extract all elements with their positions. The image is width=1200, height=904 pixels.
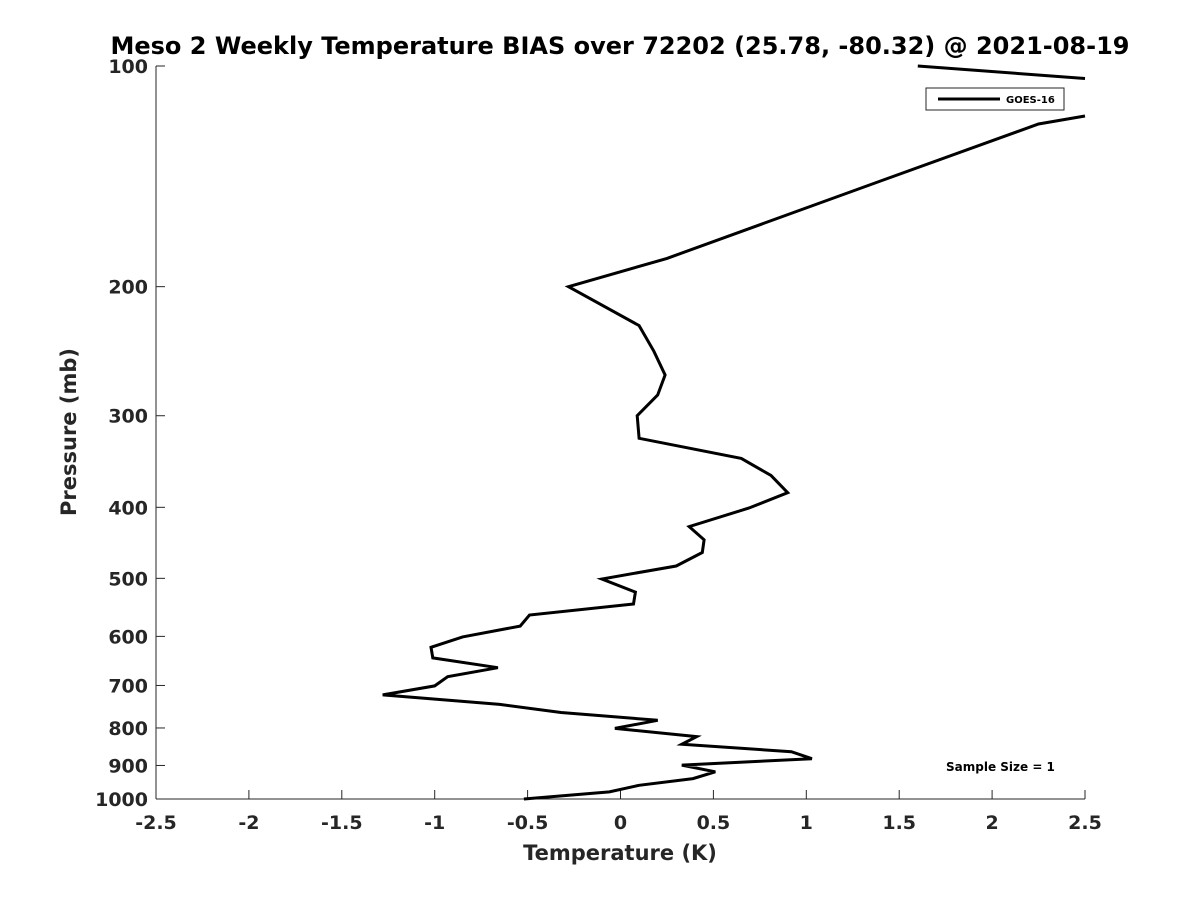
x-tick-label: -2 [238, 812, 259, 834]
y-tick-label: 200 [108, 277, 148, 299]
chart-title: Meso 2 Weekly Temperature BIAS over 7220… [110, 32, 1129, 60]
legend-label: GOES-16 [1006, 95, 1055, 106]
legend: GOES-16 [925, 87, 1065, 111]
x-tick-label: -1 [424, 812, 445, 834]
y-axis-ticks: 100 200 300 400 500 600 700 800 900 1000 [95, 56, 165, 811]
x-tick-label: 1.5 [882, 812, 916, 834]
y-tick-label: 400 [108, 497, 148, 519]
x-axis-label: Temperature (K) [523, 841, 717, 865]
y-tick-label: 800 [108, 718, 148, 740]
y-tick-label: 1000 [95, 789, 148, 811]
y-tick-label: 900 [108, 755, 148, 777]
y-axis-label: Pressure (mb) [57, 348, 81, 516]
sample-size-note: Sample Size = 1 [946, 760, 1055, 774]
y-tick-label: 600 [108, 626, 148, 648]
x-tick-label: 0.5 [697, 812, 731, 834]
series-line-goes-16 [917, 64, 1086, 80]
x-tick-label: 0 [614, 812, 627, 834]
series-layer [382, 64, 1086, 801]
y-tick-label: 700 [108, 675, 148, 697]
y-tick-label: 300 [108, 406, 148, 428]
x-tick-label: 2.5 [1068, 812, 1102, 834]
y-tick-label: 100 [108, 56, 148, 78]
y-tick-label: 500 [108, 568, 148, 590]
x-tick-label: 2 [985, 812, 998, 834]
x-tick-label: 1 [800, 812, 813, 834]
x-tick-label: -0.5 [507, 812, 549, 834]
x-tick-label: -1.5 [321, 812, 363, 834]
x-axis-ticks: -2.5 -2 -1.5 -1 -0.5 0 0.5 1 1.5 2 2.5 [135, 790, 1102, 834]
series-line-goes-16 [382, 114, 1086, 801]
x-tick-label: -2.5 [135, 812, 177, 834]
